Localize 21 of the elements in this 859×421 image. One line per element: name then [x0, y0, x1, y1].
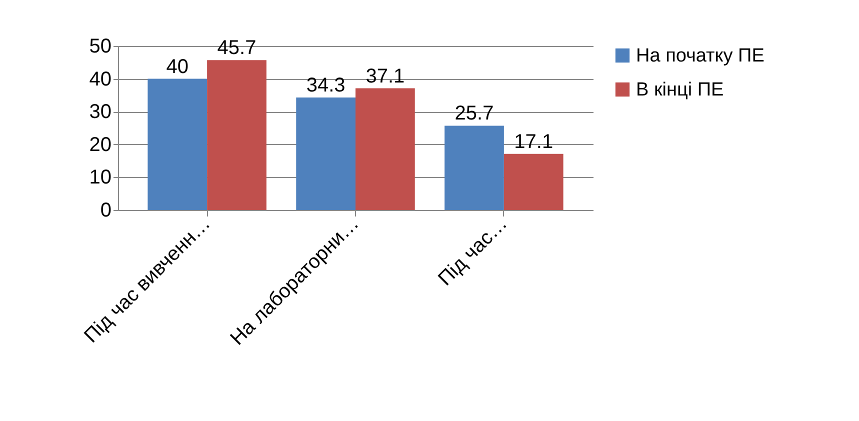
- data-label: 25.7: [454, 102, 494, 125]
- bar: [356, 88, 415, 210]
- y-tick-label: 10: [89, 166, 112, 189]
- y-tick-label: 50: [89, 36, 112, 58]
- y-tick-label: 20: [89, 134, 112, 156]
- data-label: 17.1: [514, 130, 554, 153]
- bar: [148, 78, 208, 210]
- x-tick-label: Під час…: [434, 212, 512, 290]
- bar: [444, 126, 504, 210]
- data-label: 45.7: [217, 37, 256, 60]
- legend-label: В кінці ПЕ: [636, 80, 724, 100]
- y-tick-label: 40: [89, 68, 112, 90]
- bar: [207, 60, 266, 210]
- data-label: 40: [166, 56, 188, 78]
- data-label: 37.1: [366, 65, 405, 88]
- data-label: 34.3: [306, 74, 346, 96]
- bar: [296, 97, 356, 210]
- y-tick-label: 0: [100, 200, 112, 222]
- bar: [504, 154, 564, 210]
- legend-label: На початку ПЕ: [636, 46, 764, 66]
- y-tick-label: 30: [89, 101, 112, 124]
